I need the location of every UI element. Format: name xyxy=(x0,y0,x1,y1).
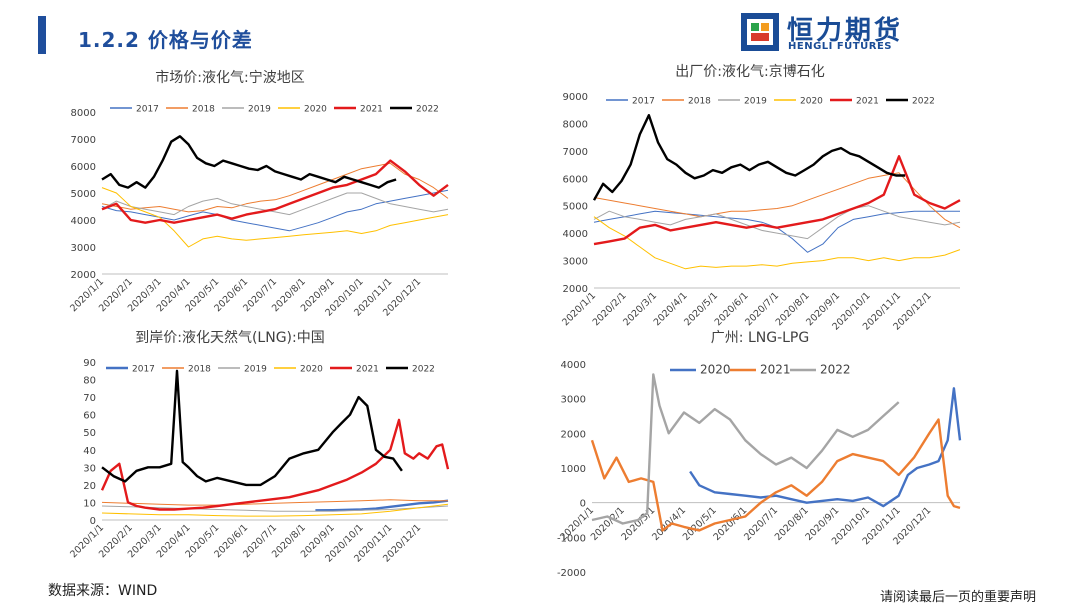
series-line-2018 xyxy=(101,499,448,506)
y-tick-label: 2000 xyxy=(563,284,588,295)
y-tick-label: 3000 xyxy=(71,243,96,254)
legend-label: 2018 xyxy=(688,97,711,107)
chart-title: 市场价:液化气:宁波地区 xyxy=(155,69,304,86)
legend-label: 2020 xyxy=(700,363,731,377)
chart-jingbo-lpg-price: 出厂价:液化气:京博石化 2000 3000 4000 5000 6000 7000 8000… xyxy=(560,63,961,333)
legend-label: 2020 xyxy=(300,365,323,375)
legend-label: 2020 xyxy=(800,97,823,107)
series-line-2018 xyxy=(593,172,961,229)
y-tick-label: 2000 xyxy=(71,270,96,281)
hengli-logo: 恒力期货 HENGLI FUTURES xyxy=(741,10,911,54)
series-line-2019 xyxy=(101,192,449,216)
section-title: 1.2.2 价格与价差 xyxy=(78,28,253,52)
legend-label: 2022 xyxy=(820,363,851,377)
y-tick-label: 7000 xyxy=(563,147,588,158)
legend-label: 2019 xyxy=(244,365,267,375)
chart-china-lng-price: 到岸价:液化天然气(LNG):中国 0 10 20 30 40 50 60 70 80 90 2020… xyxy=(68,329,450,565)
series-line-2020 xyxy=(101,187,449,248)
chart-title: 出厂价:液化气:京博石化 xyxy=(675,63,824,80)
chart-ningbo-lpg-price: 市场价:液化气:宁波地区 2000 3000 4000 5000 6000 7000 8000… xyxy=(68,69,449,319)
y-tick-label: 7000 xyxy=(71,135,96,146)
disclaimer-note: 请阅读最后一页的重要声明 xyxy=(880,590,1037,605)
y-tick-label: 9000 xyxy=(563,92,588,103)
logo-text-en: HENGLI FUTURES xyxy=(788,41,892,52)
y-tick-label: 50 xyxy=(83,428,96,439)
y-tick-label: 3000 xyxy=(563,257,588,268)
series-line-2022 xyxy=(101,369,403,487)
series-line-2022 xyxy=(101,135,397,189)
series-line-2021 xyxy=(100,418,450,511)
series-line-2022 xyxy=(591,373,900,525)
hengli-logo-mark-icon xyxy=(741,13,779,51)
legend-label: 2018 xyxy=(192,105,215,115)
legend-label: 2019 xyxy=(248,105,271,115)
legend-label: 2021 xyxy=(856,97,879,107)
y-tick-label: 0 xyxy=(90,516,96,527)
y-tick-label: 90 xyxy=(83,358,96,369)
data-source-label: 数据来源：WIND xyxy=(48,583,158,599)
y-tick-label: 8000 xyxy=(563,119,588,130)
y-tick-label: -2000 xyxy=(557,568,586,579)
y-tick-label: 20 xyxy=(83,481,96,492)
legend-label: 2018 xyxy=(188,365,211,375)
y-tick-label: 3000 xyxy=(561,395,586,406)
series-line-2021 xyxy=(593,155,961,246)
legend-label: 2022 xyxy=(412,365,435,375)
series-line-2019 xyxy=(101,505,449,512)
y-tick-label: 60 xyxy=(83,411,96,422)
y-tick-label: 5000 xyxy=(563,202,588,213)
chart-guangzhou-lng-lpg-spread: 广州: LNG-LPG -2000 -1000 0 1000 2000 3000 4000 20… xyxy=(557,330,962,579)
y-tick-label: 0 xyxy=(580,499,586,510)
y-tick-label: 5000 xyxy=(71,189,96,200)
chart-title: 到岸价:液化天然气(LNG):中国 xyxy=(135,329,324,346)
legend-label: 2019 xyxy=(744,97,767,107)
y-tick-label: 30 xyxy=(83,463,96,474)
y-tick-label: 4000 xyxy=(561,360,586,371)
y-tick-label: 8000 xyxy=(71,108,96,119)
legend-label: 2022 xyxy=(912,97,935,107)
y-tick-label: 6000 xyxy=(563,174,588,185)
y-tick-label: 80 xyxy=(83,376,96,387)
logo-text-cn: 恒力期货 xyxy=(787,16,904,46)
legend-label: 2021 xyxy=(360,105,383,115)
title-accent-bar xyxy=(38,16,46,54)
y-tick-label: -1000 xyxy=(557,533,586,544)
series-line-2017 xyxy=(315,499,449,512)
legend-label: 2017 xyxy=(632,97,655,107)
legend-label: 2020 xyxy=(304,105,327,115)
y-tick-label: 1000 xyxy=(561,464,586,475)
y-tick-label: 6000 xyxy=(71,162,96,173)
series-line-2019 xyxy=(593,205,961,240)
legend-label: 2017 xyxy=(136,105,159,115)
series-line-2021 xyxy=(101,159,449,224)
legend-label: 2022 xyxy=(416,105,439,115)
y-tick-label: 4000 xyxy=(71,216,96,227)
chart-title: 广州: LNG-LPG xyxy=(711,330,809,346)
series-line-2020 xyxy=(593,216,961,270)
series-line-2022 xyxy=(592,114,906,201)
legend-label: 2021 xyxy=(356,365,379,375)
y-tick-label: 2000 xyxy=(561,429,586,440)
y-tick-label: 70 xyxy=(83,393,96,404)
y-tick-label: 10 xyxy=(83,498,96,509)
series-line-2020 xyxy=(689,387,962,508)
y-tick-label: 40 xyxy=(83,446,96,457)
legend-label: 2021 xyxy=(760,363,791,377)
legend-label: 2017 xyxy=(132,365,155,375)
y-tick-label: 4000 xyxy=(563,229,588,240)
series-line-2020 xyxy=(101,503,449,517)
series-line-2018 xyxy=(101,162,449,213)
